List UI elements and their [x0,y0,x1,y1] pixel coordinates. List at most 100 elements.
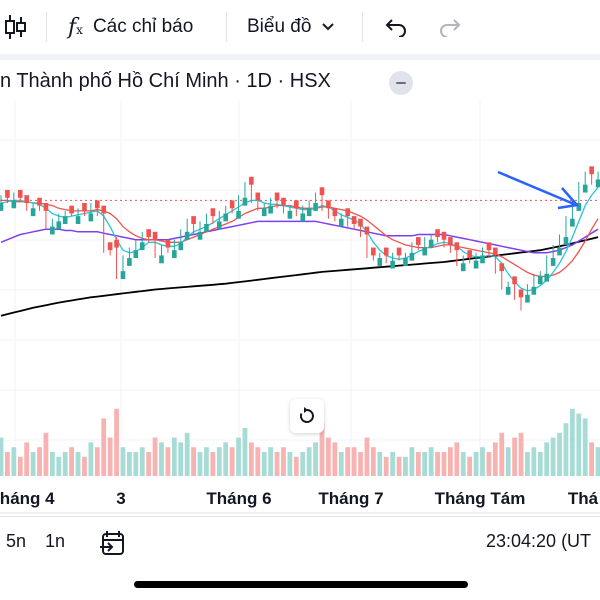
chevron-down-icon [322,23,335,31]
candle-body [287,210,293,219]
candle-body [223,213,228,222]
volume-bar [364,437,370,476]
candle-body [416,237,421,245]
volume-bar [229,447,235,476]
ma-slow-line [0,220,599,254]
volume-bar [165,447,171,476]
volume-bar [396,456,402,476]
volume-bar [358,452,363,476]
x-tick-label: Tháng 7 [318,489,383,508]
candle-body [338,218,344,227]
volume-bar [467,456,473,476]
candle-body [261,208,267,217]
candle-body [95,200,100,209]
volume-bar [428,447,434,476]
volume-bar [37,447,42,476]
volume-bar [306,447,312,476]
volume-bar [383,456,389,476]
candle-body [570,218,575,227]
candle-body [396,247,402,256]
candle-body [512,276,517,285]
volume-bar [518,432,524,476]
candle-body [460,263,466,272]
redo-button[interactable] [438,0,462,54]
candle-body [326,200,331,209]
candle-body [75,216,81,224]
candle-body [595,179,600,188]
candle-body [409,252,415,261]
indicators-label: Các chỉ báo [92,16,194,37]
volume-bar [69,447,75,476]
candle-body [184,231,190,240]
candle-body [24,195,29,204]
x-axis: Tháng 4 3 Tháng 6 Tháng 7 Tháng Tám Thá [0,489,600,514]
candle-body [518,289,524,298]
candle-body [390,260,395,269]
volume-bar [537,452,543,476]
volume-bar [557,432,562,476]
candle-body [422,247,428,256]
undo-button[interactable] [384,0,408,54]
volume-bar [236,437,241,476]
candle-body [133,250,139,259]
volume-bar [197,452,203,476]
go-to-date-icon[interactable] [98,529,126,562]
volume-bar [242,428,248,476]
volume-bar [448,447,453,476]
volume-bar [204,447,209,476]
volume-bar [56,456,62,476]
candle-body [50,226,55,235]
reset-chart-button[interactable] [290,399,324,433]
x-tick-label: Tháng 6 [206,489,271,508]
candle-body [82,203,87,211]
candle-body [441,231,447,240]
range-1n-button[interactable]: 1n [45,531,66,551]
candle-body [139,242,145,251]
volume-bar [563,423,569,476]
price-chart[interactable]: Tháng 4 3 Tháng 6 Tháng 7 Tháng Tám Thá [0,100,600,516]
candle-body [197,231,203,240]
volume-bar [88,442,94,476]
candle-body [383,247,389,256]
candle-body [178,242,184,251]
clock-time: 23:04:20 (UT [486,531,592,551]
candlesticks [0,166,600,311]
candle-body [146,229,151,238]
candle-body [531,286,537,295]
volume-bar [351,447,357,476]
volume-bar [525,452,530,476]
volume-bar [544,442,550,476]
candle-body [499,263,505,272]
candle-body [165,239,171,248]
candle-body [210,208,216,217]
chart-type-button[interactable]: Biểu đồ [247,0,335,54]
candle-type-icon[interactable] [4,0,26,54]
candle-body [43,203,49,211]
annotation-arrow-line [497,170,575,206]
candle-body [114,239,119,248]
range-5n-button[interactable]: 5n [6,531,27,551]
candle-body [371,247,376,256]
ma-long-line [0,236,599,317]
volume-bar [94,447,100,476]
candle-body [159,255,164,264]
collapse-legend-button[interactable] [389,71,413,95]
indicators-button[interactable]: fx Các chỉ báo [68,0,193,54]
x-tick-label: Tháng Tám [435,489,526,508]
candle-body [56,221,62,230]
volume-bars [0,408,600,476]
volume-bar [24,442,30,476]
moving-average-lines [0,186,599,317]
volume-bar [589,442,595,476]
volume-bar [409,447,415,476]
bottom-bar: 5n 1n 23:04:20 (UT [0,516,600,573]
candle-body [576,203,582,211]
candle-body [589,166,594,175]
volume-bar [159,442,164,476]
candle-body [127,258,132,266]
volume-bar [460,452,466,476]
candle-body [229,200,235,209]
candle-body [62,216,68,224]
candle-body [454,242,460,251]
candle-body [345,208,350,217]
